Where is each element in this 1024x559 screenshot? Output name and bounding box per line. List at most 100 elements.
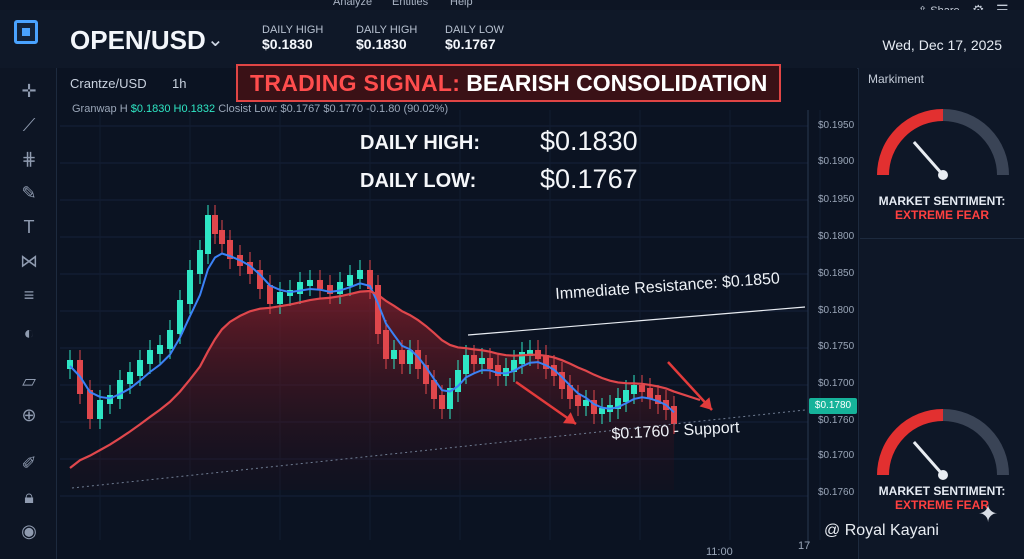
- gauge-arc: [877, 109, 944, 176]
- crosshair-icon[interactable]: ✛: [21, 81, 37, 101]
- daily-high-value: $0.1830: [540, 126, 638, 156]
- trading-signal-banner: TRADING SIGNAL: BEARISH CONSOLIDATION: [236, 64, 782, 102]
- stat-value: $0.1830: [262, 36, 313, 52]
- candle-body: [87, 390, 93, 419]
- candle-body: [117, 380, 123, 399]
- candle-body: [212, 215, 218, 234]
- drawing-toolbar: ✛ ⟋ ⋕ ✎ T ⋈ ≡ ◐ ▱ ⊕ ✐ 🔒︎ ◉: [0, 68, 57, 559]
- candle-body: [479, 358, 485, 364]
- candle-body: [107, 395, 113, 404]
- candle-body: [399, 350, 405, 364]
- candle-body: [591, 400, 597, 414]
- menu-item-help[interactable]: Help: [450, 0, 473, 8]
- gauge-hub: [938, 470, 948, 480]
- zoom-icon[interactable]: ⊕: [21, 405, 37, 425]
- sparkle-icon: ✦: [978, 501, 999, 528]
- sentiment-title: MARKET SENTIMENT:: [878, 484, 1006, 498]
- measure-icon[interactable]: ≡: [23, 285, 35, 305]
- app-logo-icon: [14, 20, 38, 44]
- area-fill: [70, 290, 674, 490]
- resistance-line: [467, 306, 806, 336]
- price-tick: $0.1800: [818, 231, 855, 242]
- candle-body: [157, 345, 163, 354]
- gauge-needle: [912, 441, 945, 476]
- candle-body: [219, 230, 225, 244]
- fib-icon[interactable]: ⋕: [21, 149, 37, 169]
- price-tick: $0.1760: [818, 487, 855, 498]
- candle-body: [257, 270, 263, 289]
- text-icon[interactable]: T: [23, 217, 35, 237]
- daily-low-label: DAILY LOW:: [360, 170, 477, 192]
- menu-item-entities[interactable]: Entities: [392, 0, 429, 8]
- candle-body: [527, 350, 533, 356]
- bearish-arrow-1-head: [563, 412, 576, 424]
- price-tick: $0.1750: [818, 341, 855, 352]
- marker-icon[interactable]: ✐: [21, 453, 37, 473]
- lock-icon[interactable]: 🔒︎: [24, 487, 34, 507]
- pair-title[interactable]: OPEN/USD: [70, 25, 206, 55]
- candle-body: [187, 270, 193, 304]
- candle-body: [655, 395, 661, 404]
- header-date: Wed, Dec 17, 2025: [882, 37, 1002, 53]
- price-tick: $0.1800: [818, 305, 855, 316]
- stat-daily-high-2: DAILY HIGH $0.1830: [356, 24, 417, 52]
- price-tick: $0.1900: [818, 156, 855, 167]
- gauge-hub: [938, 170, 948, 180]
- candle-body: [357, 270, 363, 279]
- panel-title: Markiment: [868, 72, 925, 86]
- candle-body: [487, 358, 493, 369]
- daily-low-value: $0.1767: [540, 164, 638, 194]
- candle-body: [375, 285, 381, 334]
- panel-divider: [860, 238, 1024, 239]
- candle-body: [495, 365, 501, 376]
- ruler-icon[interactable]: ▱: [22, 371, 36, 391]
- candle-body: [639, 385, 645, 392]
- candle-body: [247, 262, 253, 274]
- ohlc-prefix: Granwap H: [72, 103, 128, 115]
- watermark: @ Royal Kayani: [824, 522, 939, 539]
- price-tick: $0.1760: [818, 415, 855, 426]
- stat-daily-high-1: DAILY HIGH $0.1830: [262, 24, 323, 52]
- candle-body: [471, 355, 477, 364]
- menu-item-analyze[interactable]: Analyze: [333, 0, 373, 8]
- brush-icon[interactable]: ✎: [21, 183, 37, 203]
- candle-body: [543, 355, 549, 369]
- sentiment-label-1: MARKET SENTIMENT: EXTREME FEAR: [872, 194, 1012, 222]
- gauge-arc: [942, 109, 1009, 176]
- candle-body: [503, 368, 509, 376]
- timeframe-button[interactable]: 1h: [172, 76, 187, 91]
- bearish-arrow-2-head: [699, 397, 712, 410]
- candle-body: [423, 365, 429, 384]
- chart-symbol[interactable]: Crantze/USD: [70, 76, 147, 91]
- candle-body: [297, 282, 303, 294]
- sentiment-label-2: MARKET SENTIMENT: EXTREME FEAR: [872, 484, 1012, 512]
- bearish-arrow-1-shaft: [515, 380, 577, 426]
- ohlc-high-1: $0.1830: [130, 103, 171, 115]
- candle-body: [439, 395, 445, 409]
- trendline-icon[interactable]: ⟋: [22, 115, 36, 135]
- candle-body: [197, 250, 203, 274]
- candle-body: [307, 280, 313, 286]
- eye-icon[interactable]: ◉: [21, 521, 37, 541]
- time-tick: 17: [798, 540, 811, 552]
- candle-body: [367, 270, 373, 289]
- stat-daily-low: DAILY LOW $0.1767: [445, 24, 504, 52]
- candle-body: [447, 388, 453, 409]
- sentiment-gauge-2: [877, 409, 1009, 480]
- ohlc-high-2: H0.1832: [173, 103, 216, 115]
- chevron-down-icon[interactable]: ⌄: [207, 29, 224, 51]
- candle-body: [519, 352, 525, 364]
- candle-body: [583, 400, 589, 406]
- price-tick: $0.1850: [818, 268, 855, 279]
- candle-body: [671, 406, 677, 424]
- candle-body: [567, 385, 573, 399]
- pattern-icon[interactable]: ⋈: [20, 251, 38, 271]
- ohlc-rest: Closist Low: $0.1767 $0.1770 -0.1.80 (90…: [218, 103, 449, 115]
- sentiment-gauge-1: [877, 109, 1009, 180]
- candle-body: [167, 330, 173, 349]
- hide-icon[interactable]: ◐: [23, 323, 35, 343]
- candle-body: [97, 400, 103, 419]
- candle-body: [511, 360, 517, 372]
- stat-value: $0.1767: [445, 36, 496, 52]
